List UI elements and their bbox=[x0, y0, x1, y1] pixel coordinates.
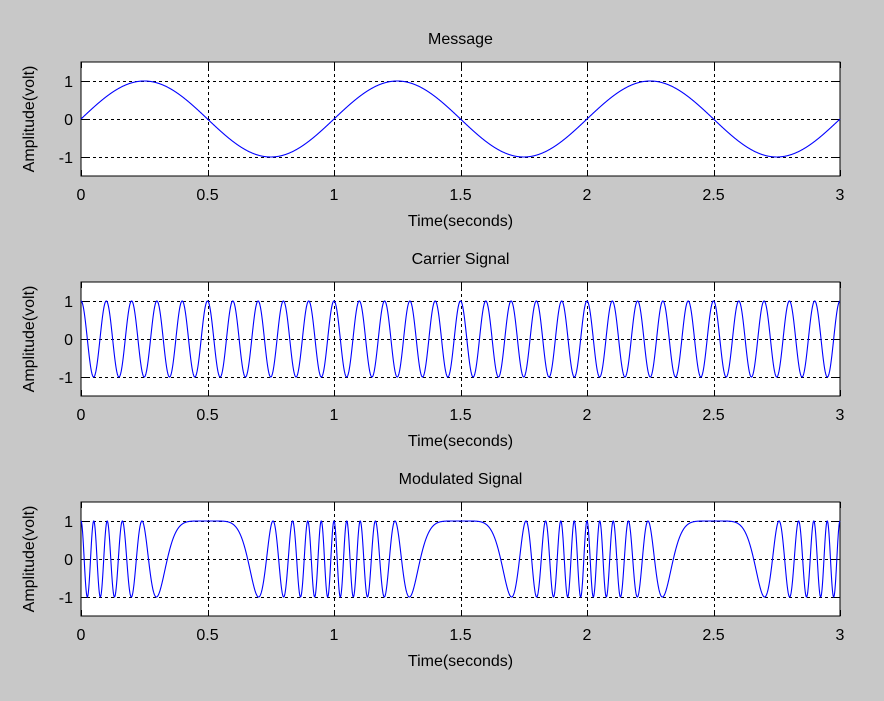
subplot-2: 0 0.5 1 1.5 2 2.5 3 -1 0 1 Carrier Signal Time(seco… bbox=[21, 251, 845, 450]
x-tick-label: 2 bbox=[583, 187, 592, 204]
y-axis-label: Amplitude(volt) bbox=[21, 286, 38, 393]
x-tick-label: 0.5 bbox=[196, 187, 218, 204]
y-axis-label: Amplitude(volt) bbox=[21, 66, 38, 173]
y-tick-label: 0 bbox=[64, 112, 73, 129]
x-axis-label: Time(seconds) bbox=[408, 433, 513, 450]
x-tick-label: 3 bbox=[836, 187, 845, 204]
signal-line bbox=[80, 520, 841, 598]
x-tick-label: 3 bbox=[836, 407, 845, 424]
x-tick-label: 1 bbox=[330, 407, 339, 424]
x-tick-label: 1.5 bbox=[449, 187, 471, 204]
signal-line bbox=[80, 80, 841, 158]
x-tick-label: 1.5 bbox=[449, 407, 471, 424]
subplot-1: 0 0.5 1 1.5 2 2.5 3 -1 0 1 Message Time(seconds) Amp… bbox=[21, 31, 845, 230]
x-tick-label: 0 bbox=[77, 627, 86, 644]
y-tick-label: -1 bbox=[59, 150, 73, 167]
y-tick-label: 1 bbox=[64, 294, 73, 311]
y-axis-label: Amplitude(volt) bbox=[21, 506, 38, 613]
x-axis-label: Time(seconds) bbox=[408, 653, 513, 670]
x-tick-label: 2.5 bbox=[702, 627, 724, 644]
x-tick-label: 1 bbox=[330, 627, 339, 644]
x-tick-label: 0 bbox=[77, 187, 86, 204]
y-tick-label: 0 bbox=[64, 332, 73, 349]
x-tick-label: 2 bbox=[583, 627, 592, 644]
y-tick-label: -1 bbox=[59, 590, 73, 607]
chart-title: Carrier Signal bbox=[412, 251, 510, 268]
x-tick-label: 0.5 bbox=[196, 627, 218, 644]
y-tick-label: 1 bbox=[64, 74, 73, 91]
x-tick-label: 2.5 bbox=[702, 407, 724, 424]
signal-line bbox=[80, 300, 841, 378]
chart-title: Message bbox=[428, 31, 493, 48]
x-tick-label: 3 bbox=[836, 627, 845, 644]
x-tick-label: 2.5 bbox=[702, 187, 724, 204]
x-tick-label: 0 bbox=[77, 407, 86, 424]
y-tick-label: -1 bbox=[59, 370, 73, 387]
chart-title: Modulated Signal bbox=[399, 471, 523, 488]
x-tick-label: 1 bbox=[330, 187, 339, 204]
x-tick-label: 0.5 bbox=[196, 407, 218, 424]
x-tick-label: 1.5 bbox=[449, 627, 471, 644]
x-tick-label: 2 bbox=[583, 407, 592, 424]
y-tick-label: 1 bbox=[64, 514, 73, 531]
subplot-3: 0 0.5 1 1.5 2 2.5 3 -1 0 1 Modulated Signal Time(se… bbox=[21, 471, 845, 670]
x-axis-label: Time(seconds) bbox=[408, 213, 513, 230]
y-tick-label: 0 bbox=[64, 552, 73, 569]
